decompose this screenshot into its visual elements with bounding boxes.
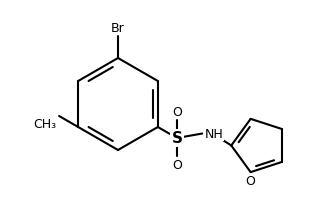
- Text: S: S: [171, 131, 182, 146]
- Text: Br: Br: [111, 22, 125, 35]
- Text: O: O: [172, 105, 182, 118]
- Text: NH: NH: [204, 127, 223, 140]
- Text: CH₃: CH₃: [33, 117, 56, 130]
- Text: O: O: [246, 174, 256, 187]
- Text: O: O: [172, 158, 182, 171]
